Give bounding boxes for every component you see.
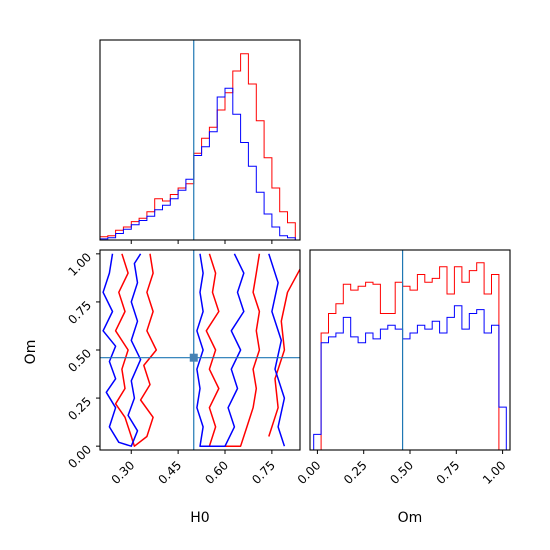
joint-xtick-label-0: 0.30: [109, 458, 138, 487]
h0-marginal-histogram-panel: [99, 39, 301, 244]
joint-ytick-label-2: 0.50: [65, 346, 94, 375]
joint-xtick-label-3: 0.75: [249, 458, 278, 487]
om-xtick-label-3: 0.75: [434, 458, 463, 487]
joint-ytick-label-3: 0.75: [65, 298, 94, 327]
om-axis-label: Om: [23, 340, 39, 365]
truth-marker: [189, 353, 198, 362]
om-xtick-label-1: 0.25: [341, 458, 370, 487]
joint-xtick-label-2: 0.60: [202, 458, 231, 487]
joint-xtick-label-1: 0.45: [155, 458, 184, 487]
h0-histogram-series-1: [100, 87, 296, 240]
h0-histogram-series-0: [100, 53, 296, 240]
joint-ytick-label-1: 0.25: [65, 394, 94, 423]
joint-ytick-label-0: 0.00: [65, 442, 94, 471]
om-histogram-frame: [309, 249, 511, 451]
contour-series-1-line-2: [268, 253, 286, 447]
contour-series-1-line-0: [102, 253, 142, 447]
contour-series-1-line-1: [196, 253, 245, 447]
om-xtick-label-0: 0.00: [295, 458, 324, 487]
h0-axis-label: H0: [190, 510, 209, 526]
om-x-axis-label: Om: [398, 510, 423, 526]
joint-contour-panel: 0.30 0.45 0.60 0.75 0.00 0.25 0.50 0.75 1.00: [65, 249, 301, 487]
joint-frame: [99, 249, 301, 451]
contour-series-0-line-0: [114, 253, 158, 447]
om-histogram-series-0: [313, 262, 507, 450]
om-marginal-histogram-panel: 0.00 0.25 0.50 0.75 1.00: [295, 249, 511, 487]
contour-series-0-line-1: [205, 253, 261, 447]
contour-series-0-line-2: [268, 268, 300, 437]
om-xtick-label-4: 1.00: [480, 458, 509, 487]
om-histogram-series-1: [313, 305, 507, 450]
joint-ytick-label-4: 1.00: [65, 250, 94, 279]
om-xtick-label-2: 0.50: [387, 458, 416, 487]
h0-histogram-frame: [99, 39, 301, 241]
